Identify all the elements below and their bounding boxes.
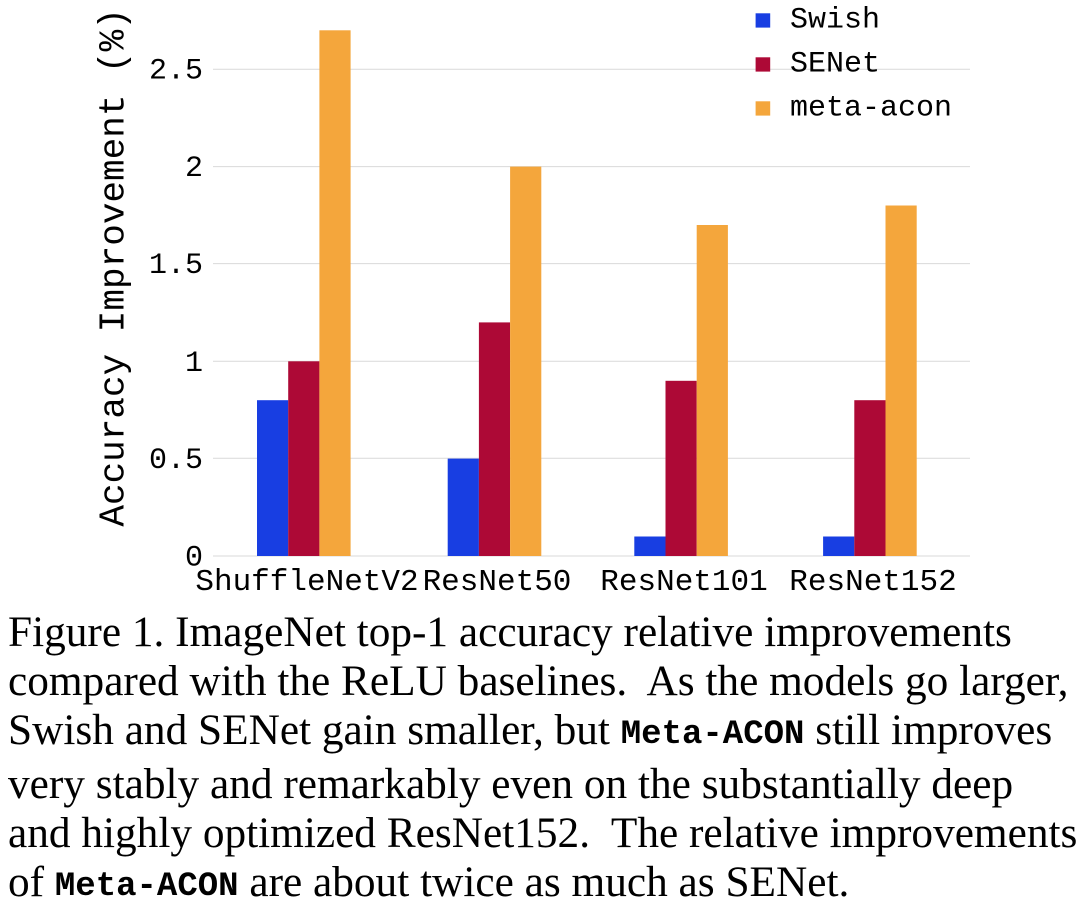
svg-text:ShuffleNetV2: ShuffleNetV2 bbox=[195, 565, 418, 600]
svg-text:2.5: 2.5 bbox=[149, 55, 203, 89]
svg-text:1: 1 bbox=[185, 347, 203, 381]
svg-text:ResNet152: ResNet152 bbox=[789, 565, 956, 600]
svg-text:1.5: 1.5 bbox=[149, 249, 203, 283]
svg-text:0.5: 0.5 bbox=[149, 444, 203, 478]
svg-text:2: 2 bbox=[185, 152, 203, 186]
svg-text:ResNet50: ResNet50 bbox=[423, 565, 572, 600]
svg-text:Swish: Swish bbox=[790, 4, 880, 38]
svg-text:Accuracy Improvement (%): Accuracy Improvement (%) bbox=[94, 8, 135, 526]
svg-text:SENet: SENet bbox=[790, 48, 880, 82]
svg-text:ResNet101: ResNet101 bbox=[600, 565, 767, 600]
svg-text:meta-acon: meta-acon bbox=[790, 92, 952, 126]
